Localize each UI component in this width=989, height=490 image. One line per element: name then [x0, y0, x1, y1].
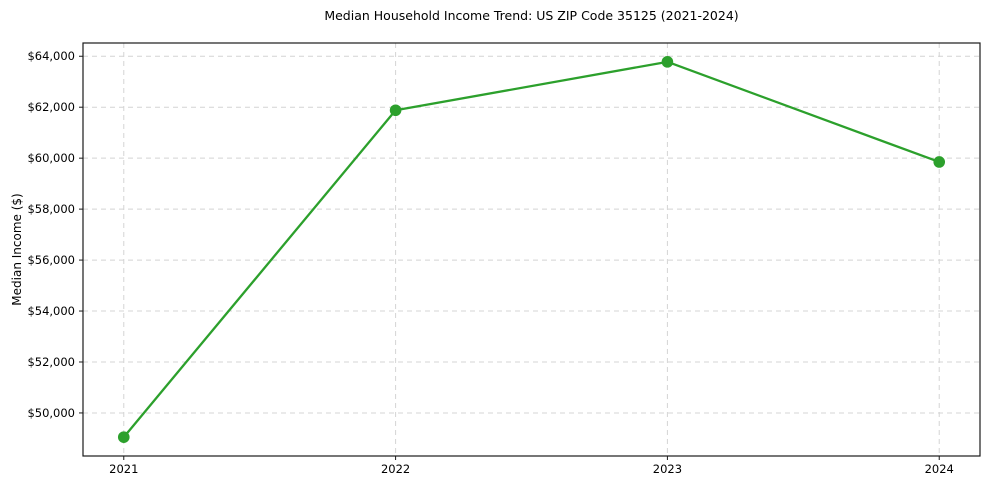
income-trend-line — [122, 60, 941, 439]
x-axis-tick-label: 2024 — [925, 462, 954, 476]
x-axis-tick-label: 2023 — [653, 462, 682, 476]
y-axis-tick-label: $62,000 — [27, 100, 75, 114]
y-axis-tick-label: $60,000 — [27, 151, 75, 165]
data-point-marker — [117, 431, 130, 443]
plot-border — [82, 42, 981, 457]
x-axis-tick-label: 2021 — [109, 462, 138, 476]
y-axis-tick-label: $64,000 — [27, 49, 75, 63]
y-axis-tick-label: $58,000 — [27, 202, 75, 216]
data-point-marker — [933, 156, 946, 168]
x-axis-tick-label: 2022 — [381, 462, 410, 476]
y-axis-tick-label: $52,000 — [27, 355, 75, 369]
y-axis-label: Median Income ($) — [10, 193, 24, 306]
chart-title: Median Household Income Trend: US ZIP Co… — [324, 8, 739, 23]
y-axis-tick-label: $56,000 — [27, 253, 75, 267]
data-point-marker — [389, 104, 402, 117]
data-point-marker — [661, 56, 674, 68]
plot-area — [83, 43, 980, 456]
y-axis-tick-label: $50,000 — [27, 406, 75, 420]
y-axis-tick-label: $54,000 — [27, 304, 75, 318]
